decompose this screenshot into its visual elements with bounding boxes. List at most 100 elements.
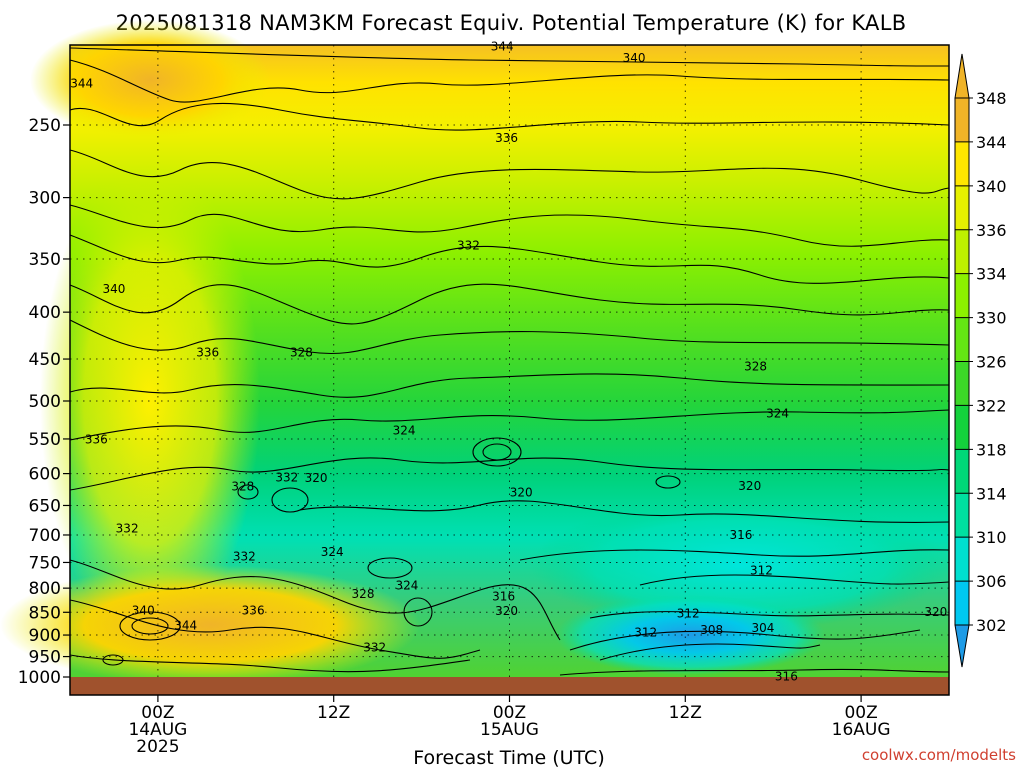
contour-line [69,319,950,355]
y-tick-label: 450 [29,350,61,370]
contour-line [69,234,950,284]
colorbar-segment [955,141,969,186]
contour-line [69,457,950,491]
x-tick-label: 12Z [317,703,350,723]
closed-contour [131,617,169,635]
contour-line [69,204,950,247]
contour-label: 312 [750,563,773,577]
contour-label: 324 [321,545,344,559]
contour-line [69,283,950,325]
contour-label: 336 [196,345,219,359]
grid-lines [70,45,949,677]
contour-line [299,500,950,523]
contour-label: 320 [495,604,518,618]
y-tick-label: 750 [29,553,61,573]
cyan-mid-layer [530,500,950,630]
contour-line [69,149,950,200]
colorbar-label: 336 [976,221,1007,240]
closed-contour [271,487,309,513]
colorbar-segment [955,98,969,142]
contour-label: 340 [623,51,646,65]
x-tick-label: 15AUG [480,720,539,740]
colorbar-label: 334 [976,265,1007,284]
y-tick-label: 900 [29,626,61,646]
y-tick-label: 550 [29,430,61,450]
y-tick-label: 950 [29,648,61,668]
y-tick-label: 350 [29,250,61,270]
y-tick-label: 400 [29,303,61,323]
colorbar-label: 326 [976,353,1007,372]
y-tick-label: 850 [29,603,61,623]
contour-label: 320 [510,485,533,499]
contour-label: 332 [457,239,480,253]
contour-line [639,574,950,586]
colorbar-label: 306 [976,572,1007,591]
contour-label: 312 [677,607,700,621]
colorbar-segment [955,273,969,318]
x-axis-title: Forecast Time (UTC) [413,747,604,768]
colorbar-label: 340 [976,177,1007,196]
colorbar-label: 348 [976,89,1007,108]
x-tick-label: 00Z [844,703,877,723]
colorbar-segment [955,581,969,625]
contour-line [559,668,950,676]
contour-label: 332 [233,550,256,564]
contour-line [69,559,561,641]
closed-contour [403,597,433,627]
contour-label: 328 [231,480,254,494]
colorbar-arrow-high [954,53,970,99]
contour-label: 324 [393,424,416,438]
theta-e-field [0,20,950,695]
colorbar-label: 302 [976,616,1007,635]
contour-label: 336 [495,131,518,145]
y-tick-label: 800 [29,579,61,599]
contour-label: 328 [744,360,767,374]
contour-label: 320 [924,605,947,619]
contour-label: 316 [775,670,798,684]
closed-contour [655,475,681,489]
credit-text: coolwx.com/modelts [862,746,1016,764]
contour-line [69,409,950,441]
colorbar-segment [955,317,969,362]
colorbar-segment [955,361,969,406]
colorbar-label: 322 [976,396,1007,415]
colorbar-segment [955,185,969,230]
ground-strip [70,677,949,695]
contour-label: 316 [730,528,753,542]
contour-labels: 344 344 340 336 332 340 336 328 328 324 336 324 328 3… [70,39,947,684]
colorbar-arrow-low [954,624,970,668]
colorbar-segment [955,537,969,582]
colorbar: 302 306 310 314 318 322 326 330 334 336 340 344 348 [954,53,1007,668]
contour-label: 340 [132,603,155,617]
contour-label: 308 [700,623,723,637]
contour-line [599,643,821,661]
colorbar-label: 314 [976,484,1007,503]
contour-label: 332 [116,522,139,536]
contour-label: 340 [102,282,125,296]
colorbar-segment [955,493,969,538]
colorbar-label: 310 [976,528,1007,547]
contour-label: 304 [751,621,774,635]
y-tick-label: 500 [29,392,61,412]
contour-label: 344 [174,619,197,633]
contour-label: 336 [242,603,265,617]
contour-label: 332 [275,470,298,484]
contour-label: 344 [491,39,514,53]
chart-title: 2025081318 NAM3KM Forecast Equiv. Potent… [116,11,907,35]
contour-label: 328 [352,587,375,601]
warm-boundary-layer [0,565,420,685]
x-tick-label: 2025 [136,737,179,757]
contour-line [519,549,950,561]
contour-label: 324 [395,579,418,593]
y-axis: 250 300 350 400 450 500 550 600 650 700 750 800 850 9… [18,116,70,688]
colorbar-label: 318 [976,440,1007,459]
contour-line [69,654,471,673]
colorbar-label: 330 [976,309,1007,328]
y-tick-label: 600 [29,465,61,485]
contour-label: 312 [634,625,657,639]
colorbar-segment [955,229,969,274]
closed-contour [237,484,259,500]
x-tick-label: 16AUG [832,720,891,740]
contour-label: 320 [305,471,328,485]
